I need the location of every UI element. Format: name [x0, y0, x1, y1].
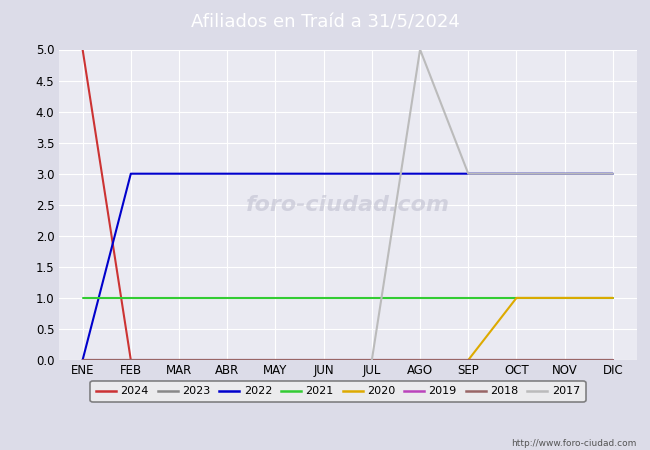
Text: Afiliados en Traíd a 31/5/2024: Afiliados en Traíd a 31/5/2024 — [190, 14, 460, 32]
Text: foro-ciudad.com: foro-ciudad.com — [246, 195, 450, 215]
Text: http://www.foro-ciudad.com: http://www.foro-ciudad.com — [512, 439, 637, 448]
Legend: 2024, 2023, 2022, 2021, 2020, 2019, 2018, 2017: 2024, 2023, 2022, 2021, 2020, 2019, 2018… — [90, 381, 586, 402]
